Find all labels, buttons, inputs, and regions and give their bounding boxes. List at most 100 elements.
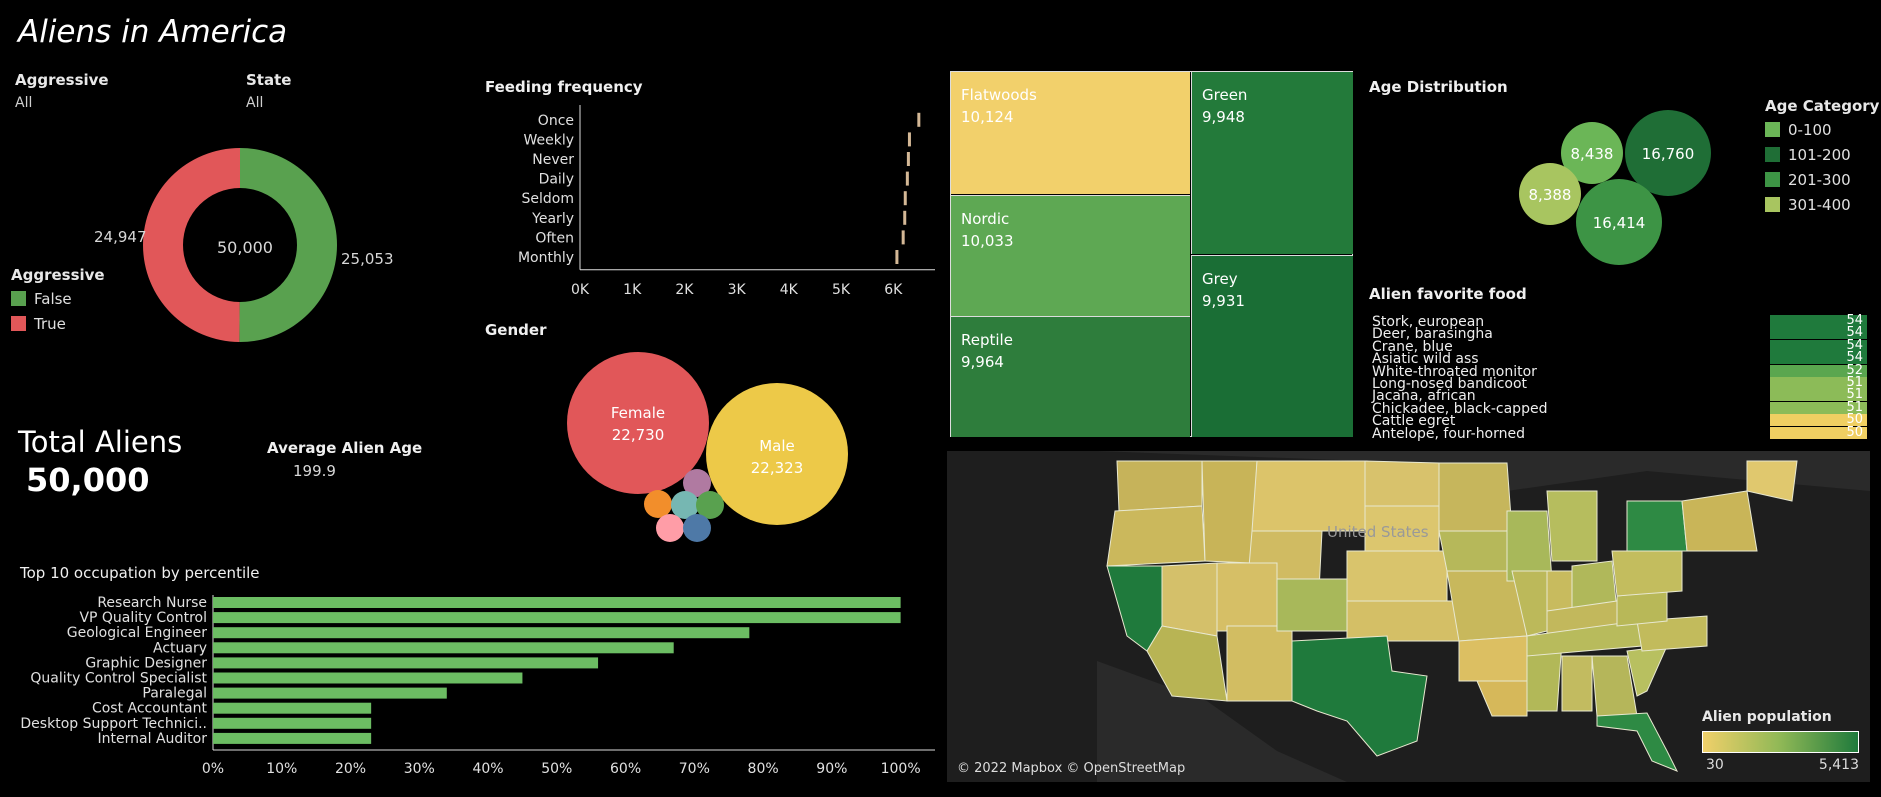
- gender-bubble-small[interactable]: [656, 514, 684, 542]
- food-item-value[interactable]: 51: [1770, 388, 1867, 402]
- treemap-tile-reptile[interactable]: Reptile 9,964: [951, 316, 1190, 437]
- filter-state[interactable]: State All: [246, 71, 291, 111]
- state-shape: [1146, 625, 1228, 702]
- treemap-tile-green[interactable]: Green 9,948: [1191, 72, 1353, 254]
- donut-slice-false[interactable]: [239, 148, 338, 342]
- feeding-mark[interactable]: [903, 210, 907, 225]
- age-bubble[interactable]: [1519, 163, 1581, 225]
- food-item-name: Jacana, african: [1372, 388, 1476, 405]
- age-legend-item[interactable]: 0-100: [1765, 121, 1879, 146]
- gender-bubble-small[interactable]: [683, 469, 711, 497]
- occupation-bar[interactable]: [213, 657, 599, 669]
- age-bubble[interactable]: [1561, 122, 1623, 184]
- filter-state-value[interactable]: All: [246, 95, 264, 111]
- gender-bubble-small[interactable]: [696, 491, 724, 519]
- state-shape: [1438, 462, 1513, 532]
- filter-aggressive-value[interactable]: All: [15, 95, 33, 111]
- legend-label-false: False: [34, 290, 72, 308]
- age-bubble[interactable]: [1625, 110, 1711, 196]
- feeding-category-label: Weekly: [523, 132, 574, 148]
- feeding-mark[interactable]: [895, 250, 899, 264]
- food-item-name: White-throated monitor: [1372, 363, 1537, 380]
- occupation-bar[interactable]: [213, 732, 372, 744]
- state-shape: [1106, 505, 1206, 567]
- gender-bubble-male[interactable]: [706, 383, 848, 525]
- donut-slice-true[interactable]: [143, 148, 240, 342]
- treemap-tile-value: 9,931: [1202, 292, 1245, 310]
- us-states-map[interactable]: United States: [947, 451, 1870, 782]
- gender-male-value: 22,323: [751, 459, 804, 477]
- legend-swatch: [1765, 147, 1780, 162]
- occupation-tick-label: 10%: [266, 761, 297, 777]
- age-distribution-bubble-chart[interactable]: 16,760 8,438 8,388 16,414: [1510, 105, 1740, 305]
- food-item-value[interactable]: 50: [1770, 426, 1867, 439]
- treemap-tile-grey[interactable]: Grey 9,931: [1191, 255, 1353, 437]
- gender-bubble-chart[interactable]: Female 22,730 Male 22,323: [540, 340, 870, 550]
- feeding-tick-label: 0K: [571, 282, 590, 298]
- map-country-label: United States: [1327, 523, 1429, 541]
- age-legend-item[interactable]: 101-200: [1765, 146, 1879, 171]
- occupation-bar[interactable]: [213, 597, 901, 608]
- favorite-food-table[interactable]: Stork, european 54 Deer, barasingha 54 Crane…: [0, 0, 1881, 441]
- treemap-tile-flatwoods[interactable]: Flatwoods 10,124: [951, 72, 1190, 194]
- filter-state-label: State: [246, 71, 292, 89]
- treemap-tile-value: 10,124: [961, 108, 1014, 126]
- alien-type-treemap[interactable]: Flatwoods 10,124 Nordic 10,033 Reptile 9…: [950, 71, 1353, 437]
- age-bubble-value: 8,388: [1529, 186, 1572, 204]
- gender-bubble-small[interactable]: [683, 514, 711, 542]
- legend-item-false[interactable]: False: [11, 290, 105, 315]
- food-item-value[interactable]: 54: [1770, 351, 1867, 365]
- food-item-value[interactable]: 51: [1770, 376, 1867, 389]
- feeding-mark[interactable]: [917, 112, 921, 127]
- food-item-value[interactable]: 54: [1770, 339, 1867, 352]
- feeding-frequency-title: Feeding frequency: [485, 78, 643, 96]
- feeding-category-label: Never: [532, 152, 574, 168]
- occupation-bar[interactable]: [213, 642, 674, 654]
- gender-bubble-small[interactable]: [644, 490, 672, 518]
- occupation-category-label: Actuary: [153, 640, 207, 656]
- aggressive-donut-chart[interactable]: [140, 145, 340, 345]
- food-item-value[interactable]: 54: [1770, 326, 1867, 340]
- occupation-bar[interactable]: [213, 702, 372, 714]
- feeding-category-label: Seldom: [522, 191, 574, 207]
- feeding-mark[interactable]: [906, 152, 910, 166]
- occupation-bar[interactable]: [213, 672, 523, 684]
- gender-female-value: 22,730: [612, 426, 665, 444]
- state-shape: [1161, 562, 1218, 637]
- population-legend-max: 5,413: [1818, 757, 1859, 773]
- occupation-bar[interactable]: [213, 687, 447, 699]
- occupation-bar[interactable]: [213, 717, 372, 729]
- food-item-name: Antelope, four-horned: [1372, 425, 1526, 442]
- feeding-mark[interactable]: [905, 171, 909, 186]
- food-item-value[interactable]: 52: [1770, 364, 1867, 377]
- alien-population-map[interactable]: United States © 2022 Mapbox © OpenStreet…: [947, 451, 1870, 782]
- feeding-mark[interactable]: [903, 191, 907, 206]
- donut-label-true: 24,947: [94, 228, 147, 246]
- feeding-mark[interactable]: [907, 132, 911, 147]
- legend-swatch: [1765, 172, 1780, 187]
- treemap-tile-label: Nordic: [961, 210, 1010, 228]
- state-shape: [1458, 635, 1528, 682]
- occupation-category-label: Paralegal: [142, 686, 207, 702]
- age-bubble-value: 8,438: [1571, 145, 1614, 163]
- map-credit: © 2022 Mapbox © OpenStreetMap: [957, 761, 1186, 776]
- treemap-tile-nordic[interactable]: Nordic 10,033: [951, 195, 1190, 316]
- age-legend-item[interactable]: 301-400: [1765, 196, 1879, 221]
- feeding-mark[interactable]: [901, 230, 905, 245]
- age-bubble[interactable]: [1576, 179, 1662, 265]
- food-item-value[interactable]: 50: [1770, 413, 1867, 427]
- feeding-frequency-chart[interactable]: Once Weekly Never Daily Seldom Yearly Often Mon…: [485, 100, 945, 300]
- population-legend-min: 30: [1706, 757, 1724, 773]
- food-item-value[interactable]: 51: [1770, 401, 1867, 414]
- gender-bubble-small[interactable]: [671, 491, 699, 519]
- filter-aggressive[interactable]: Aggressive All: [15, 71, 109, 111]
- food-item-value[interactable]: 54: [1770, 314, 1867, 327]
- occupation-bar[interactable]: [213, 612, 901, 624]
- aggressive-legend: Aggressive False True: [11, 266, 105, 340]
- legend-item-true[interactable]: True: [11, 315, 105, 340]
- occupation-bar[interactable]: [213, 627, 750, 639]
- legend-swatch: [1765, 122, 1780, 137]
- age-legend-item[interactable]: 201-300: [1765, 171, 1879, 196]
- gender-bubble-female[interactable]: [567, 352, 709, 494]
